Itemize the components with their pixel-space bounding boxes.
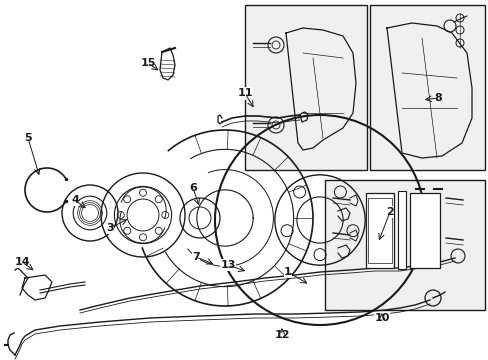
Text: 2: 2 bbox=[386, 207, 393, 217]
Text: 15: 15 bbox=[140, 58, 155, 68]
Text: 7: 7 bbox=[192, 252, 200, 262]
Bar bbox=[397, 191, 405, 269]
Text: 9: 9 bbox=[238, 89, 245, 99]
Text: 5: 5 bbox=[24, 133, 32, 143]
Text: 14: 14 bbox=[14, 257, 30, 267]
Bar bbox=[367, 198, 391, 263]
Bar bbox=[365, 193, 393, 268]
Text: 6: 6 bbox=[189, 183, 197, 193]
Bar bbox=[325, 180, 484, 310]
Bar bbox=[244, 5, 366, 170]
Text: 3: 3 bbox=[106, 223, 114, 233]
Bar bbox=[369, 5, 484, 170]
Text: 8: 8 bbox=[433, 93, 441, 103]
Text: 11: 11 bbox=[237, 88, 252, 98]
Bar bbox=[409, 193, 439, 268]
Text: 4: 4 bbox=[71, 195, 79, 205]
Text: 1: 1 bbox=[284, 267, 291, 277]
Text: 10: 10 bbox=[373, 313, 389, 323]
Text: 12: 12 bbox=[274, 330, 289, 340]
Text: 13: 13 bbox=[220, 260, 235, 270]
